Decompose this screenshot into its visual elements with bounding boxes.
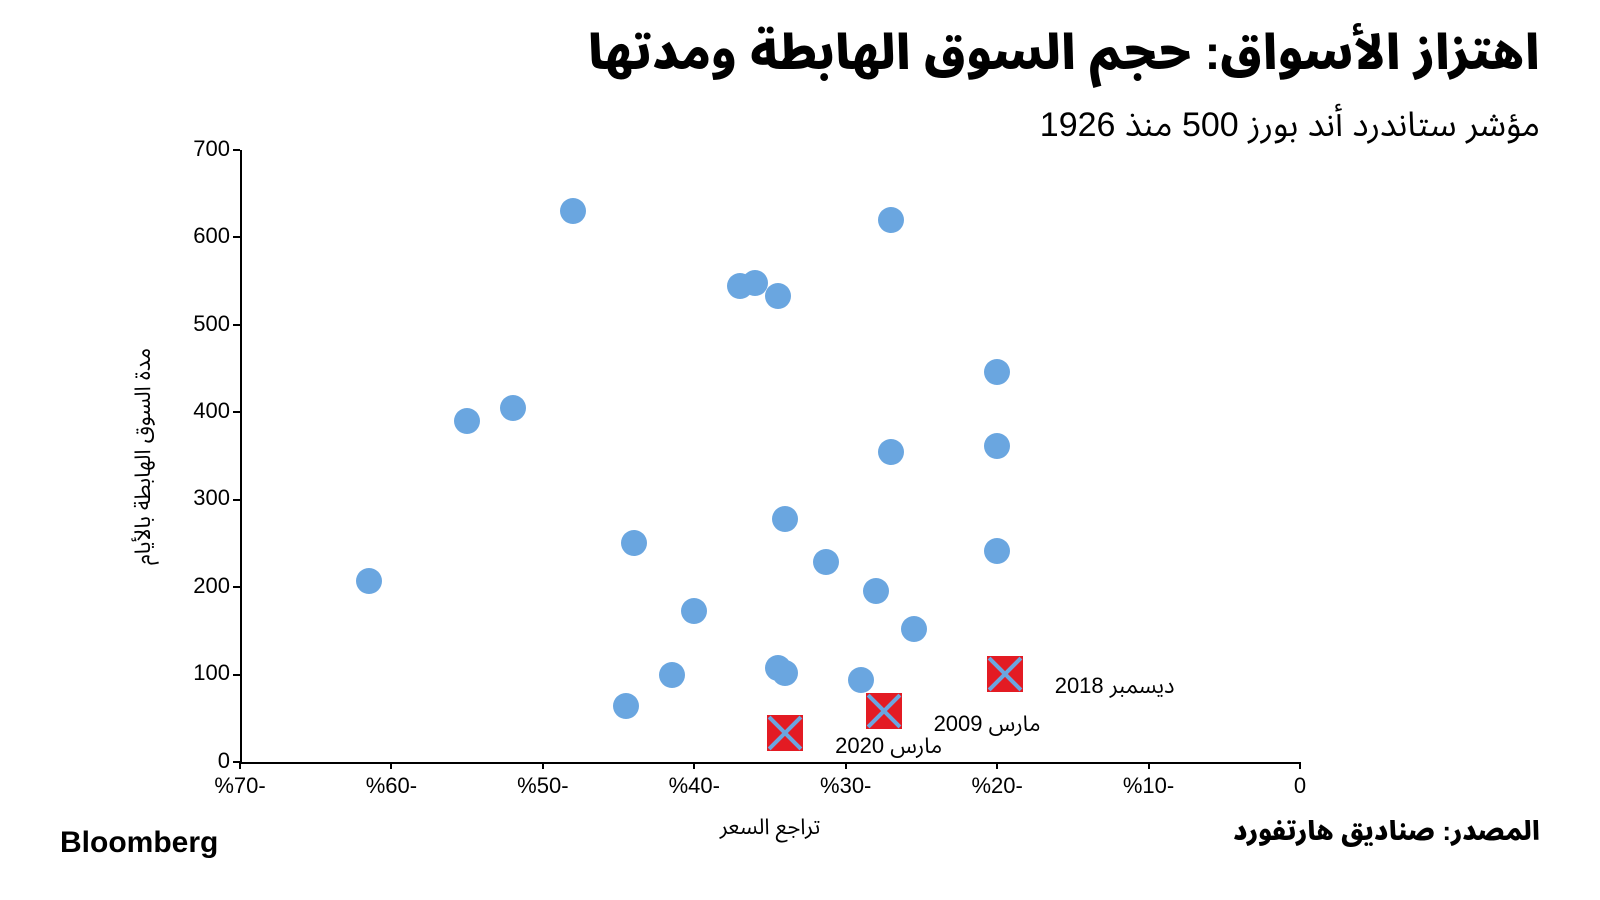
source-credit: المصدر: صناديق هارتفورد (1233, 805, 1540, 860)
bloomberg-logo: Bloomberg (60, 826, 218, 860)
highlight-marker (987, 656, 1023, 692)
y-tick-label: 300 (170, 485, 230, 511)
x-tick-label: %30- (806, 773, 886, 799)
scatter-point (984, 433, 1010, 459)
scatter-point (659, 662, 685, 688)
y-axis-title: مدة السوق الهابطة بالأيام (120, 306, 166, 606)
scatter-point (681, 598, 707, 624)
scatter-point (772, 506, 798, 532)
scatter-point (878, 439, 904, 465)
x-tick-label: %50- (503, 773, 583, 799)
scatter-point (727, 273, 753, 299)
scatter-point (813, 549, 839, 575)
y-tick-label: 200 (170, 573, 230, 599)
x-tick-label: %20- (957, 773, 1037, 799)
chart-canvas: اهتزاز الأسواق: حجم السوق الهابطة ومدتها… (0, 0, 1600, 900)
highlight-marker (767, 715, 803, 751)
x-tick-label: %40- (654, 773, 734, 799)
scatter-point (356, 568, 382, 594)
x-tick-label: %60- (351, 773, 431, 799)
scatter-point (772, 660, 798, 686)
scatter-point (765, 283, 791, 309)
y-tick-label: 600 (170, 223, 230, 249)
scatter-point (621, 530, 647, 556)
y-tick-label: 400 (170, 398, 230, 424)
y-tick-label: 700 (170, 136, 230, 162)
scatter-point (500, 395, 526, 421)
x-tick-label: %10- (1109, 773, 1189, 799)
scatter-point (863, 578, 889, 604)
chart-title: اهتزاز الأسواق: حجم السوق الهابطة ومدتها (588, 28, 1540, 81)
scatter-point (901, 616, 927, 642)
highlight-label: مارس 2020 (835, 724, 942, 770)
y-tick-label: 0 (170, 748, 230, 774)
scatter-point (613, 693, 639, 719)
x-tick-label: %70- (200, 773, 280, 799)
scatter-plot: 0%10-%20-%30-%40-%50-%60-%70-تراجع السعر… (240, 150, 1300, 762)
scatter-point (560, 198, 586, 224)
x-tick-label: 0 (1260, 773, 1340, 799)
y-tick-label: 100 (170, 660, 230, 686)
y-axis-line (240, 150, 242, 762)
scatter-point (454, 408, 480, 434)
scatter-point (984, 359, 1010, 385)
x-axis-title: تراجع السعر (650, 805, 890, 851)
highlight-label: ديسمبر 2018 (1055, 664, 1175, 710)
x-axis-line (240, 762, 1300, 764)
scatter-point (848, 667, 874, 693)
scatter-point (984, 538, 1010, 564)
y-tick-label: 500 (170, 311, 230, 337)
scatter-point (878, 207, 904, 233)
highlight-label: مارس 2009 (934, 702, 1041, 748)
